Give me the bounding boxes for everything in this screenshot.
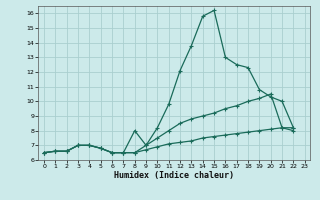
X-axis label: Humidex (Indice chaleur): Humidex (Indice chaleur) [115,171,234,180]
